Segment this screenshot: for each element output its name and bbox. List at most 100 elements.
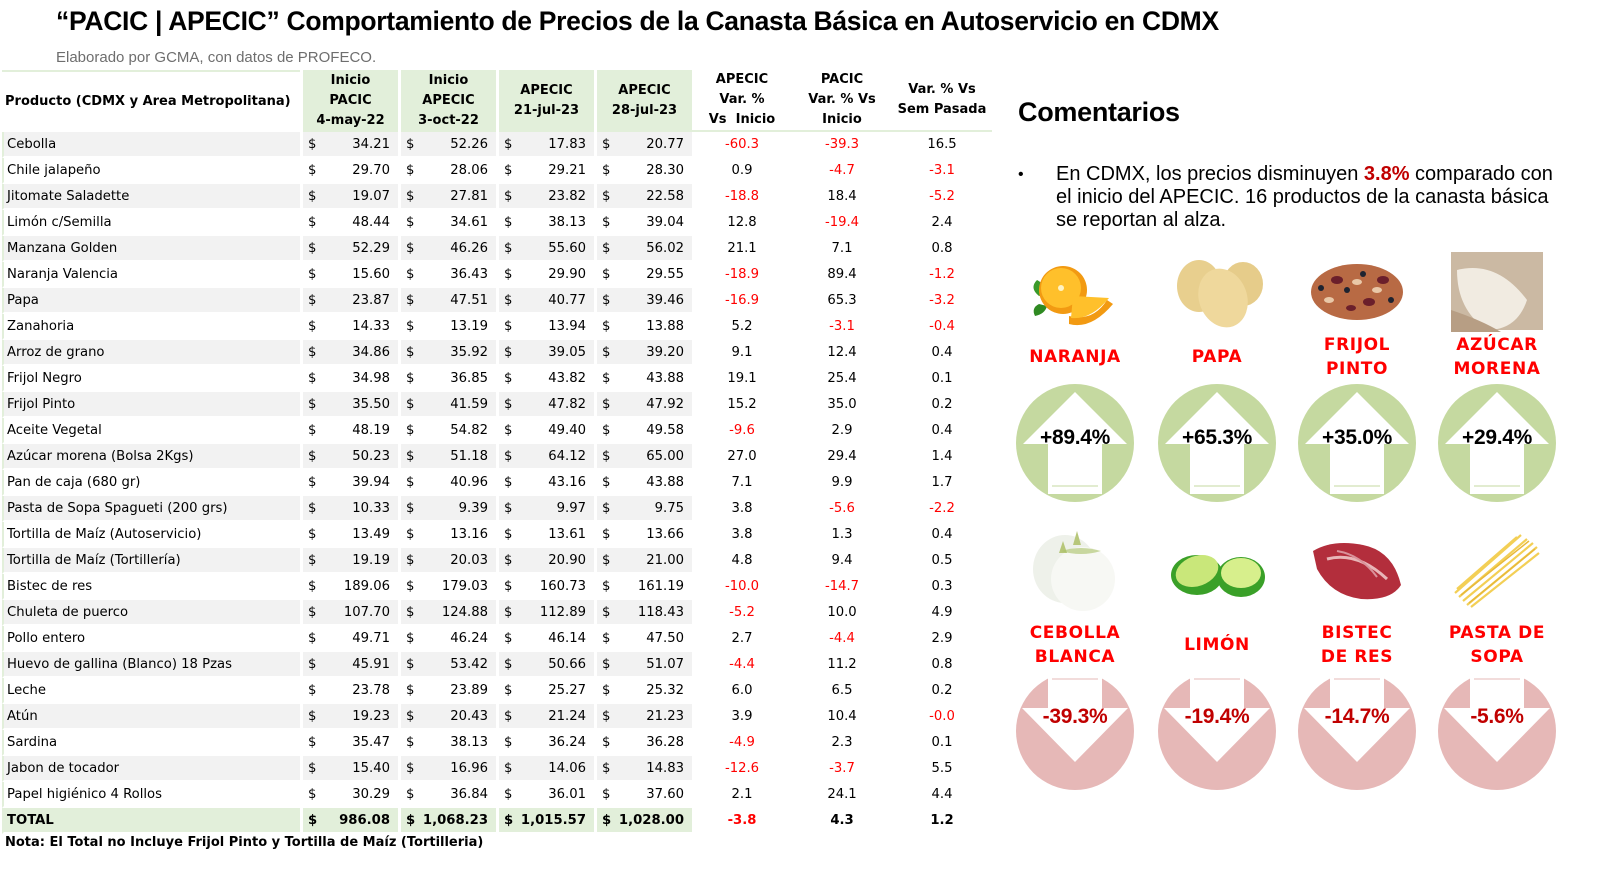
price-amount: 40.77 xyxy=(548,292,586,308)
variation-cell: -3.2 xyxy=(892,288,992,314)
table-row: Atún $19.23 $20.43 $21.24 $21.23 3.9 10.4 -0.0 xyxy=(2,704,992,730)
currency-symbol: $ xyxy=(406,656,415,672)
price-cell: $13.94 xyxy=(496,314,594,340)
price-value: $28.30 xyxy=(597,163,692,178)
price-amount: 9.75 xyxy=(654,500,684,516)
product-cell: Frijol Pinto xyxy=(2,392,300,418)
price-value: $34.61 xyxy=(401,215,496,230)
variation-cell: 9.1 xyxy=(692,340,792,366)
price-cell: $23.82 xyxy=(496,184,594,210)
price-cell: $39.20 xyxy=(594,340,692,366)
price-value: $20.90 xyxy=(499,553,594,568)
price-amount: 50.66 xyxy=(548,656,586,672)
price-amount: 25.27 xyxy=(548,682,586,698)
currency-symbol: $ xyxy=(406,214,415,230)
currency-symbol: $ xyxy=(308,500,317,516)
price-value: $35.92 xyxy=(401,345,496,360)
price-cell: $19.07 xyxy=(300,184,398,210)
price-cell: $50.23 xyxy=(300,444,398,470)
price-cell: $56.02 xyxy=(594,236,692,262)
price-cell: $49.58 xyxy=(594,418,692,444)
product-cell: Zanahoria xyxy=(2,314,300,340)
header-apecic-21-jul: APECIC 21-jul-23 xyxy=(496,70,594,132)
price-value: $23.89 xyxy=(401,683,496,698)
page-title: “PACIC | APECIC” Comportamiento de Preci… xyxy=(56,6,1219,36)
price-value: $13.16 xyxy=(401,527,496,542)
variation-cell: -4.4 xyxy=(692,652,792,678)
price-cell: $29.21 xyxy=(496,158,594,184)
product-label: LIMÓN xyxy=(1152,620,1282,670)
variation-cell: 0.5 xyxy=(892,548,992,574)
price-cell: $1,068.23 xyxy=(398,808,496,834)
price-cell: $45.91 xyxy=(300,652,398,678)
product-cell: Pan de caja (680 gr) xyxy=(2,470,300,496)
currency-symbol: $ xyxy=(308,630,317,646)
price-cell: $35.50 xyxy=(300,392,398,418)
variation-cell: 1.7 xyxy=(892,470,992,496)
price-cell: $21.23 xyxy=(594,704,692,730)
price-amount: 34.86 xyxy=(352,344,390,360)
variation-cell: 0.4 xyxy=(892,418,992,444)
price-value: $36.43 xyxy=(401,267,496,282)
variation-cell: 16.5 xyxy=(892,132,992,158)
price-amount: 14.33 xyxy=(352,318,390,334)
price-value: $41.59 xyxy=(401,397,496,412)
variation-cell: 10.0 xyxy=(792,600,892,626)
product-cell: Tortilla de Maíz (Tortillería) xyxy=(2,548,300,574)
currency-symbol: $ xyxy=(602,552,611,568)
price-value: $1,015.57 xyxy=(499,813,594,828)
change-value: -19.4% xyxy=(1184,705,1250,728)
price-cell: $49.40 xyxy=(496,418,594,444)
increase-badge: +29.4% xyxy=(1436,382,1558,504)
header-line: APECIC xyxy=(520,83,573,98)
header-line: 4-may-22 xyxy=(316,113,385,128)
product-label-line: NARANJA xyxy=(1029,347,1121,367)
price-amount: 179.03 xyxy=(441,578,488,594)
price-cell: $189.06 xyxy=(300,574,398,600)
variation-cell: -9.6 xyxy=(692,418,792,444)
product-label-line: PINTO xyxy=(1325,359,1389,379)
price-value: $9.39 xyxy=(401,501,496,516)
price-cell: $112.89 xyxy=(496,600,594,626)
variation-cell: -2.2 xyxy=(892,496,992,522)
price-amount: 55.60 xyxy=(548,240,586,256)
currency-symbol: $ xyxy=(504,292,513,308)
product-label-line: LIMÓN xyxy=(1184,635,1250,655)
price-amount: 30.29 xyxy=(352,786,390,802)
currency-symbol: $ xyxy=(602,708,611,724)
currency-symbol: $ xyxy=(504,630,513,646)
price-value: $14.33 xyxy=(303,319,398,334)
price-amount: 36.01 xyxy=(548,786,586,802)
price-cell: $179.03 xyxy=(398,574,496,600)
price-amount: 47.92 xyxy=(646,396,684,412)
variation-cell: -3.1 xyxy=(792,314,892,340)
change-value: +35.0% xyxy=(1321,426,1392,449)
variation-cell: -39.3 xyxy=(792,132,892,158)
table-row: Cebolla $34.21 $52.26 $17.83 $20.77 -60.3 -39.… xyxy=(2,132,992,158)
price-amount: 189.06 xyxy=(343,578,390,594)
arrow-up-badge-icon xyxy=(1158,384,1276,502)
currency-symbol: $ xyxy=(504,500,513,516)
arrow-up-badge-icon xyxy=(1016,384,1134,502)
price-amount: 39.04 xyxy=(646,214,684,230)
price-amount: 20.77 xyxy=(646,136,684,152)
product-cell: Manzana Golden xyxy=(2,236,300,262)
product-cell: Sardina xyxy=(2,730,300,756)
price-cell: $47.92 xyxy=(594,392,692,418)
price-cell: $29.55 xyxy=(594,262,692,288)
variation-cell: 7.1 xyxy=(792,236,892,262)
price-value: $49.58 xyxy=(597,423,692,438)
price-amount: 65.00 xyxy=(646,448,684,464)
currency-symbol: $ xyxy=(308,786,317,802)
currency-symbol: $ xyxy=(308,162,317,178)
price-amount: 28.30 xyxy=(646,162,684,178)
price-cell: $107.70 xyxy=(300,600,398,626)
highlight-card-down: CEBOLLA BLANCA -39.3% xyxy=(1010,520,1140,792)
variation-cell: 6.5 xyxy=(792,678,892,704)
price-amount: 46.14 xyxy=(548,630,586,646)
currency-symbol: $ xyxy=(602,682,611,698)
currency-symbol: $ xyxy=(602,370,611,386)
price-cell: $34.21 xyxy=(300,132,398,158)
table-row: Naranja Valencia $15.60 $36.43 $29.90 $29.55… xyxy=(2,262,992,288)
header-apecic-28-jul: APECIC 28-jul-23 xyxy=(594,70,692,132)
